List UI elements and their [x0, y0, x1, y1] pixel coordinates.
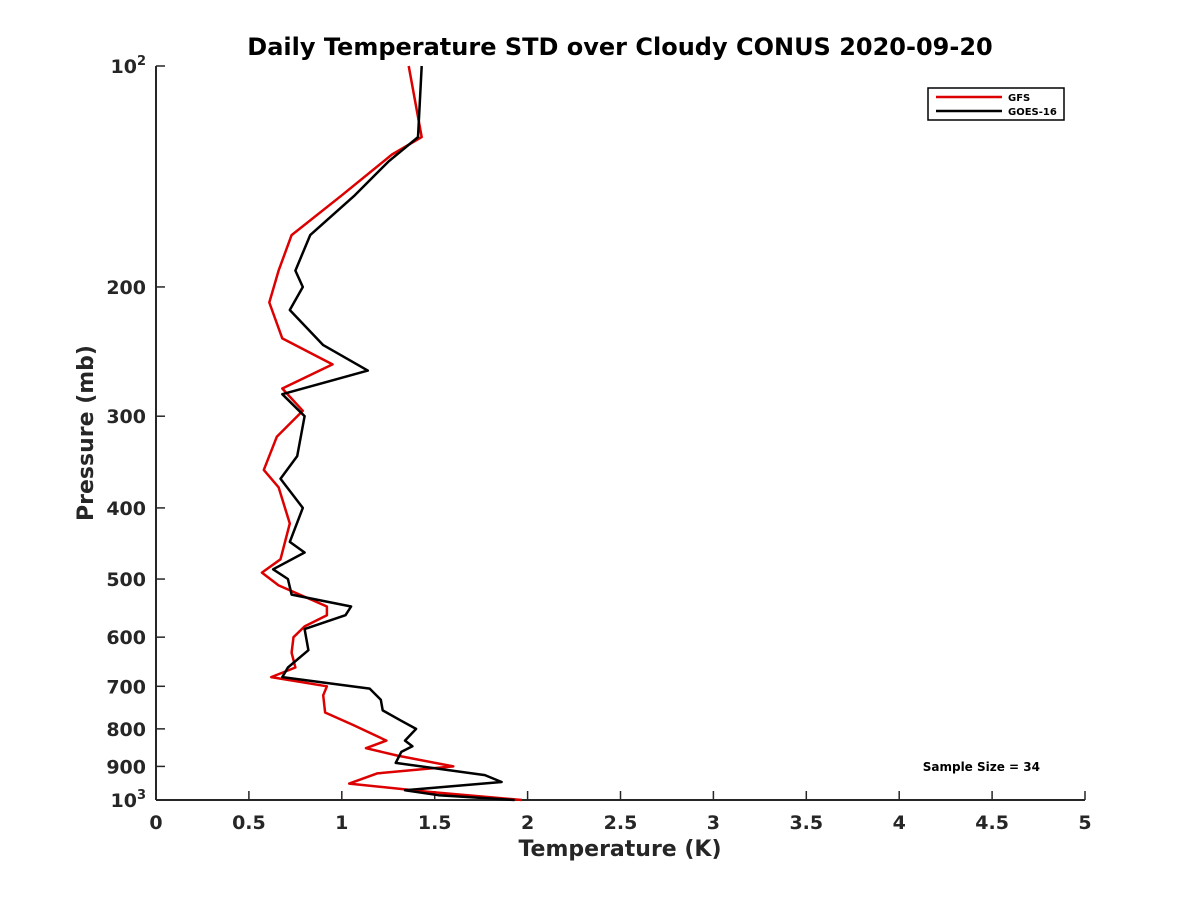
- x-ticks: 0 0.5 1 1.5 2 2.5 3 3.5 4 4.5 5: [149, 791, 1092, 834]
- series-line-gfs: [260, 65, 523, 802]
- y-tick-label: 200: [106, 277, 146, 299]
- y-tick-label: 700: [106, 676, 146, 698]
- plot-area: 0 0.5 1 1.5 2 2.5 3 3.5 4 4.5 5 102 200 300 400 500 600…: [106, 54, 1091, 834]
- legend-label-gfs: GFS: [1008, 93, 1030, 104]
- x-axis-label: Temperature (K): [518, 837, 721, 862]
- y-tick-label: 500: [106, 569, 146, 591]
- x-tick-label: 5: [1078, 812, 1091, 834]
- y-tick-label: 300: [106, 406, 146, 428]
- y-tick-label: 600: [106, 627, 146, 649]
- y-tick-label: 102: [111, 54, 147, 78]
- y-axis-label: Pressure (mb): [74, 345, 99, 521]
- series-lines: [260, 65, 523, 802]
- y-tick-label: 400: [106, 498, 146, 520]
- x-tick-label: 3.5: [789, 812, 823, 834]
- sample-size-annotation: Sample Size = 34: [923, 760, 1040, 774]
- x-tick-label: 2.5: [604, 812, 638, 834]
- y-tick-label: 900: [106, 756, 146, 778]
- x-tick-label: 1: [335, 812, 348, 834]
- x-tick-label: 4: [893, 812, 906, 834]
- y-ticks: 102 200 300 400 500 600 700 800 900 103: [106, 54, 165, 812]
- x-tick-label: 0.5: [232, 812, 266, 834]
- legend-box: [927, 87, 1065, 121]
- series-line-goes16: [271, 65, 515, 802]
- y-tick-label: 800: [106, 719, 146, 741]
- x-tick-label: 2: [521, 812, 534, 834]
- x-tick-label: 1.5: [418, 812, 452, 834]
- x-tick-label: 0: [149, 812, 162, 834]
- x-tick-label: 4.5: [975, 812, 1009, 834]
- x-tick-label: 3: [707, 812, 720, 834]
- legend: GFS GOES-16: [927, 87, 1065, 121]
- y-tick-label: 103: [111, 788, 147, 812]
- chart-title: Daily Temperature STD over Cloudy CONUS …: [247, 33, 992, 61]
- legend-label-goes16: GOES-16: [1008, 107, 1057, 118]
